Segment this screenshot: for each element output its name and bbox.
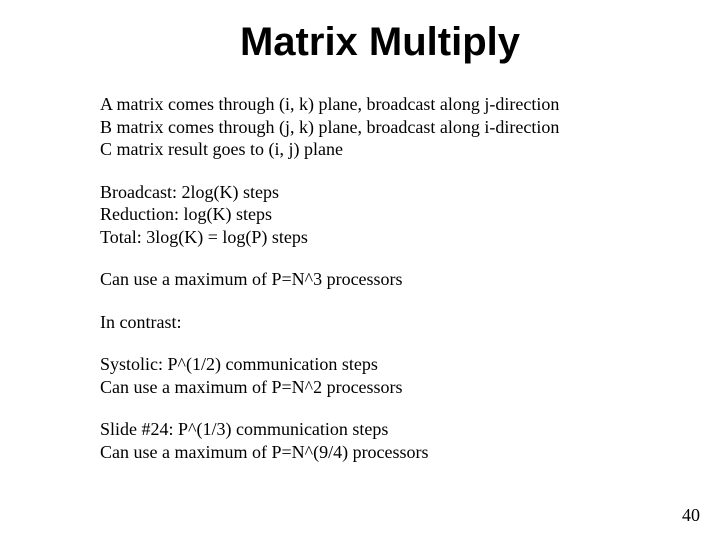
paragraph-2: Broadcast: 2log(K) steps Reduction: log(… (100, 181, 660, 249)
paragraph-6: Slide #24: P^(1/3) communication steps C… (100, 418, 660, 463)
text-line: Reduction: log(K) steps (100, 203, 660, 226)
text-line: In contrast: (100, 311, 660, 334)
paragraph-3: Can use a maximum of P=N^3 processors (100, 268, 660, 291)
text-line: C matrix result goes to (i, j) plane (100, 138, 660, 161)
slide: Matrix Multiply A matrix comes through (… (0, 0, 720, 540)
slide-title: Matrix Multiply (100, 20, 660, 65)
text-line: A matrix comes through (i, k) plane, bro… (100, 93, 660, 116)
text-line: Slide #24: P^(1/3) communication steps (100, 418, 660, 441)
text-line: Can use a maximum of P=N^2 processors (100, 376, 660, 399)
text-line: B matrix comes through (j, k) plane, bro… (100, 116, 660, 139)
text-line: Broadcast: 2log(K) steps (100, 181, 660, 204)
paragraph-5: Systolic: P^(1/2) communication steps Ca… (100, 353, 660, 398)
page-number: 40 (682, 505, 700, 526)
text-line: Can use a maximum of P=N^3 processors (100, 268, 660, 291)
paragraph-4: In contrast: (100, 311, 660, 334)
text-line: Can use a maximum of P=N^(9/4) processor… (100, 441, 660, 464)
text-line: Systolic: P^(1/2) communication steps (100, 353, 660, 376)
text-line: Total: 3log(K) = log(P) steps (100, 226, 660, 249)
paragraph-1: A matrix comes through (i, k) plane, bro… (100, 93, 660, 161)
